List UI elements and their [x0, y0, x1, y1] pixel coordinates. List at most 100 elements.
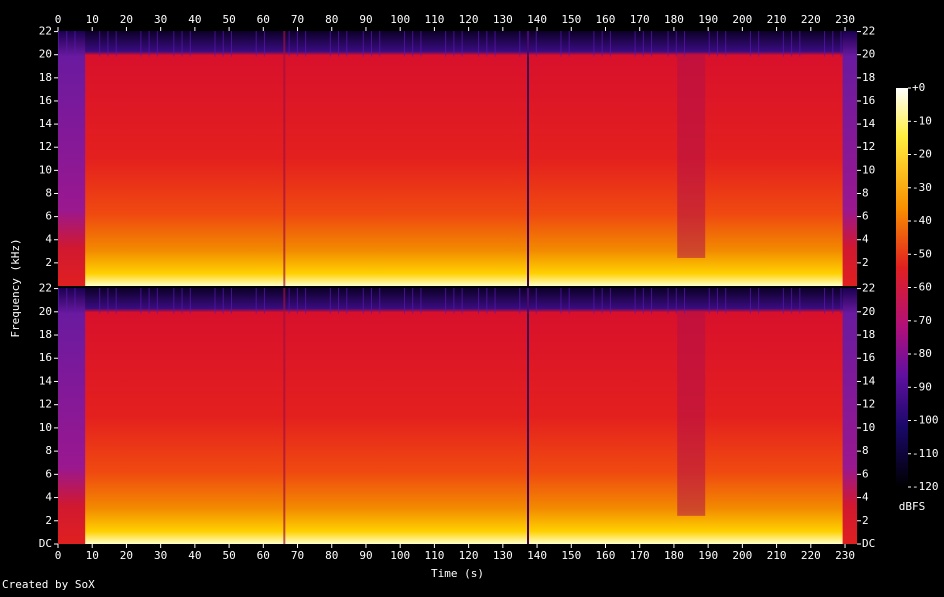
- x-tick-label: 20: [120, 13, 133, 26]
- texture-stripe: [634, 288, 636, 314]
- y-tick-label: 4: [862, 491, 869, 504]
- x-tick-label: 50: [222, 549, 235, 562]
- x-tick-label: 130: [493, 13, 513, 26]
- texture-stripe: [651, 288, 653, 314]
- texture-stripe: [675, 288, 677, 314]
- texture-stripe: [609, 288, 611, 314]
- texture-stripe: [684, 31, 686, 57]
- spectrogram-image: [58, 31, 857, 286]
- texture-stripe: [58, 31, 59, 57]
- texture-stripe: [305, 31, 307, 57]
- y-tick-label: 20: [862, 48, 875, 61]
- colorbar-tick-label: -80: [912, 347, 932, 360]
- texture-stripe: [403, 288, 405, 314]
- texture-stripe: [99, 288, 101, 314]
- texture-stripe: [445, 288, 447, 314]
- texture-stripe: [222, 288, 224, 314]
- x-tick-label: 160: [596, 13, 616, 26]
- x-tick-label: 50: [222, 13, 235, 26]
- y-tick-label: 16: [39, 94, 52, 107]
- dark-band: [842, 288, 857, 544]
- texture-stripe: [371, 31, 373, 57]
- texture-stripe: [609, 31, 611, 57]
- texture-stripe: [601, 288, 603, 314]
- texture-stripe: [140, 288, 142, 314]
- x-tick-label: 90: [359, 549, 372, 562]
- texture-stripe: [222, 31, 224, 57]
- x-tick-label: 190: [698, 13, 718, 26]
- texture-stripe: [115, 31, 117, 57]
- texture-stripe: [593, 31, 595, 57]
- x-tick-label: 70: [291, 549, 304, 562]
- texture-stripe: [66, 31, 68, 57]
- x-tick-label: 230: [835, 549, 855, 562]
- x-tick-label: 40: [188, 13, 201, 26]
- texture-stripe: [651, 31, 653, 57]
- spectrogram-image: [58, 288, 857, 544]
- y-tick-label: 8: [862, 444, 869, 457]
- low-energy-band: [58, 31, 86, 286]
- y-tick-label: 10: [862, 421, 875, 434]
- texture-stripe: [568, 31, 570, 57]
- texture-stripe: [255, 31, 257, 57]
- texture-stripe: [181, 288, 183, 314]
- texture-stripe: [725, 31, 727, 57]
- y-tick-label: 18: [39, 328, 52, 341]
- texture-stripe: [288, 31, 290, 57]
- texture-stripe: [642, 31, 644, 57]
- texture-stripe: [346, 31, 348, 57]
- y-tick-label: 2: [862, 514, 869, 527]
- texture-stripe: [189, 288, 191, 314]
- texture-stripe: [782, 288, 784, 314]
- y-tick-label: 22: [39, 25, 52, 38]
- quiet-region: [677, 311, 706, 516]
- texture-stripe: [156, 31, 158, 57]
- texture-stripe: [461, 288, 463, 314]
- texture-stripe: [527, 31, 529, 57]
- y-tick-label: 12: [39, 140, 52, 153]
- texture-stripe: [519, 31, 521, 57]
- quiet-region: [677, 53, 706, 258]
- texture-stripe: [412, 288, 414, 314]
- texture-stripe: [782, 31, 784, 57]
- texture-stripe: [824, 288, 826, 314]
- y-tick-label: 12: [862, 398, 875, 411]
- texture-stripe: [716, 288, 718, 314]
- x-tick-label: 170: [630, 13, 650, 26]
- y-tick-label: 6: [862, 210, 869, 223]
- texture-stripe: [338, 288, 340, 314]
- y-tick-label: 2: [45, 514, 52, 527]
- y-tick-label: 18: [39, 71, 52, 84]
- dark-stripe: [527, 288, 530, 544]
- y-tick-label: 2: [45, 256, 52, 269]
- texture-stripe: [173, 31, 175, 57]
- texture-stripe: [708, 288, 710, 314]
- texture-stripe: [799, 288, 801, 314]
- colorbar-tick-label: +0: [912, 81, 925, 94]
- texture-stripe: [140, 31, 142, 57]
- y-tick-label: DC: [39, 537, 52, 550]
- x-tick-label: 110: [424, 549, 444, 562]
- y-tick-label: 20: [39, 305, 52, 318]
- y-tick-label: 20: [862, 305, 875, 318]
- texture-stripe: [263, 31, 265, 57]
- texture-stripe: [832, 288, 834, 314]
- texture-stripe: [758, 31, 760, 57]
- colorbar: [896, 88, 908, 487]
- x-tick-label: 200: [732, 549, 752, 562]
- texture-stripe: [840, 31, 842, 57]
- texture-stripe: [115, 288, 117, 314]
- y-tick-label: 6: [862, 467, 869, 480]
- texture-stripe: [667, 288, 669, 314]
- texture-stripe: [642, 288, 644, 314]
- y-tick-label: 22: [862, 282, 875, 295]
- texture-stripe: [74, 31, 76, 57]
- y-tick-label: 16: [862, 351, 875, 364]
- x-tick-label: 170: [630, 549, 650, 562]
- x-tick-label: 180: [664, 549, 684, 562]
- texture-stripe: [832, 31, 834, 57]
- x-tick-label: 10: [86, 549, 99, 562]
- texture-stripe: [99, 31, 101, 57]
- y-axis-label: Frequency (kHz): [9, 238, 22, 337]
- texture-stripe: [255, 288, 257, 314]
